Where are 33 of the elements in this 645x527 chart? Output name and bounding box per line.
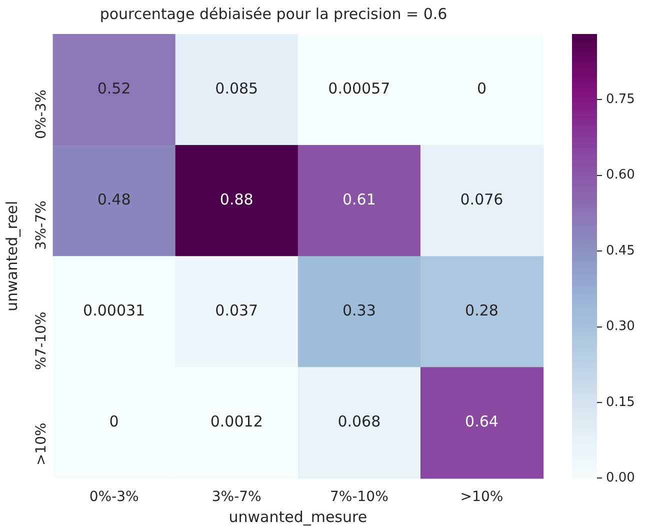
x-tick-label: >10% [460, 489, 504, 506]
y-tick-label: >10% [33, 422, 50, 466]
y-axis-title: unwanted_reel [2, 200, 21, 312]
color-bar-label: 0.30 [606, 319, 635, 334]
data-label: 0.076 [460, 190, 504, 208]
data-label: 0.61 [342, 190, 376, 208]
x-tick-label: 0%-3% [89, 489, 139, 506]
y-tick-label: 0%-3% [33, 90, 50, 140]
data-label: 0.52 [97, 79, 131, 98]
chart-title: pourcentage débiaisée pour la precision = 0.6 [100, 4, 448, 23]
color-bar-label: 0.15 [606, 394, 635, 410]
data-label: 0.00057 [328, 79, 390, 98]
data-label: 0 [476, 79, 486, 98]
color-bar-label: 0.00 [606, 470, 635, 486]
data-label: 0.00031 [83, 302, 146, 320]
data-label: 0.085 [215, 79, 258, 98]
x-tick-label: 3%-7% [212, 489, 262, 506]
color-bar-label: 0.60 [606, 168, 635, 183]
data-label: 0.037 [215, 302, 258, 320]
y-tick-label: 3%-7% [33, 200, 50, 250]
data-label: 0.33 [342, 302, 376, 320]
data-label: 0.28 [465, 302, 498, 320]
color-bar-label: 0.75 [606, 92, 635, 107]
data-label: 0.068 [338, 412, 381, 431]
color-bar-label: 0.45 [606, 243, 635, 258]
data-label: 0.0012 [210, 412, 263, 431]
data-label: 0.88 [220, 190, 254, 208]
x-axis-title: unwanted_mesure [228, 508, 368, 526]
data-label: 0.48 [97, 190, 131, 208]
x-tick-label: 7%-10% [330, 489, 388, 506]
data-label: 0.64 [465, 412, 498, 431]
data-label: 0 [109, 412, 119, 431]
y-tick-label: %7-10% [33, 312, 50, 370]
